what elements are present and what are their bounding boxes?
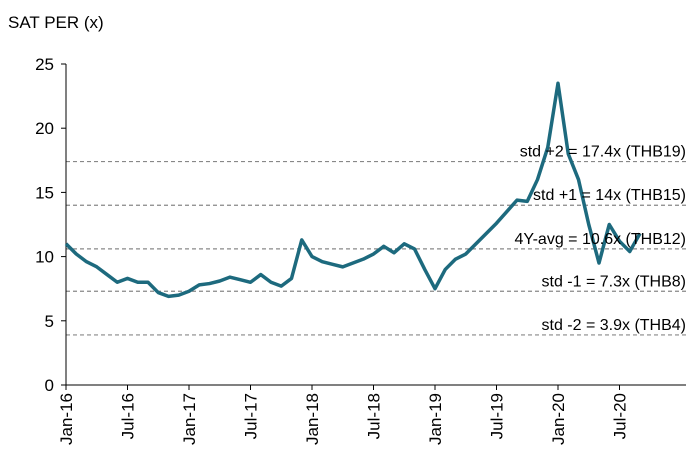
x-tick-label: Jul-16 — [119, 393, 138, 439]
reference-label: std +2 = 17.4x (THB19) — [520, 144, 686, 161]
y-tick-label: 20 — [35, 119, 54, 138]
y-tick-label: 15 — [35, 183, 54, 202]
x-tick-label: Jul-19 — [488, 393, 507, 439]
reference-label: std -2 = 3.9x (THB4) — [542, 317, 687, 334]
y-tick-label: 10 — [35, 248, 54, 267]
y-tick-label: 0 — [45, 376, 54, 395]
x-tick-label: Jul-20 — [611, 393, 630, 439]
y-tick-label: 25 — [35, 55, 54, 74]
x-tick-label: Jul-18 — [365, 393, 384, 439]
data-line — [64, 81, 642, 299]
x-tick-label: Jan-18 — [303, 393, 322, 445]
x-tick-label: Jan-19 — [426, 393, 445, 445]
reference-label: 4Y-avg = 10.6x (THB12) — [515, 231, 687, 248]
chart-title: SAT PER (x) — [8, 13, 104, 32]
y-tick-label: 5 — [45, 312, 54, 331]
reference-label: std +1 = 14x (THB15) — [533, 187, 686, 204]
reference-label: std -1 = 7.3x (THB8) — [542, 273, 687, 290]
x-tick-label: Jul-17 — [242, 393, 261, 439]
x-tick-label: Jan-20 — [549, 393, 568, 445]
x-tick-label: Jan-16 — [57, 393, 76, 445]
x-tick-label: Jan-17 — [180, 393, 199, 445]
